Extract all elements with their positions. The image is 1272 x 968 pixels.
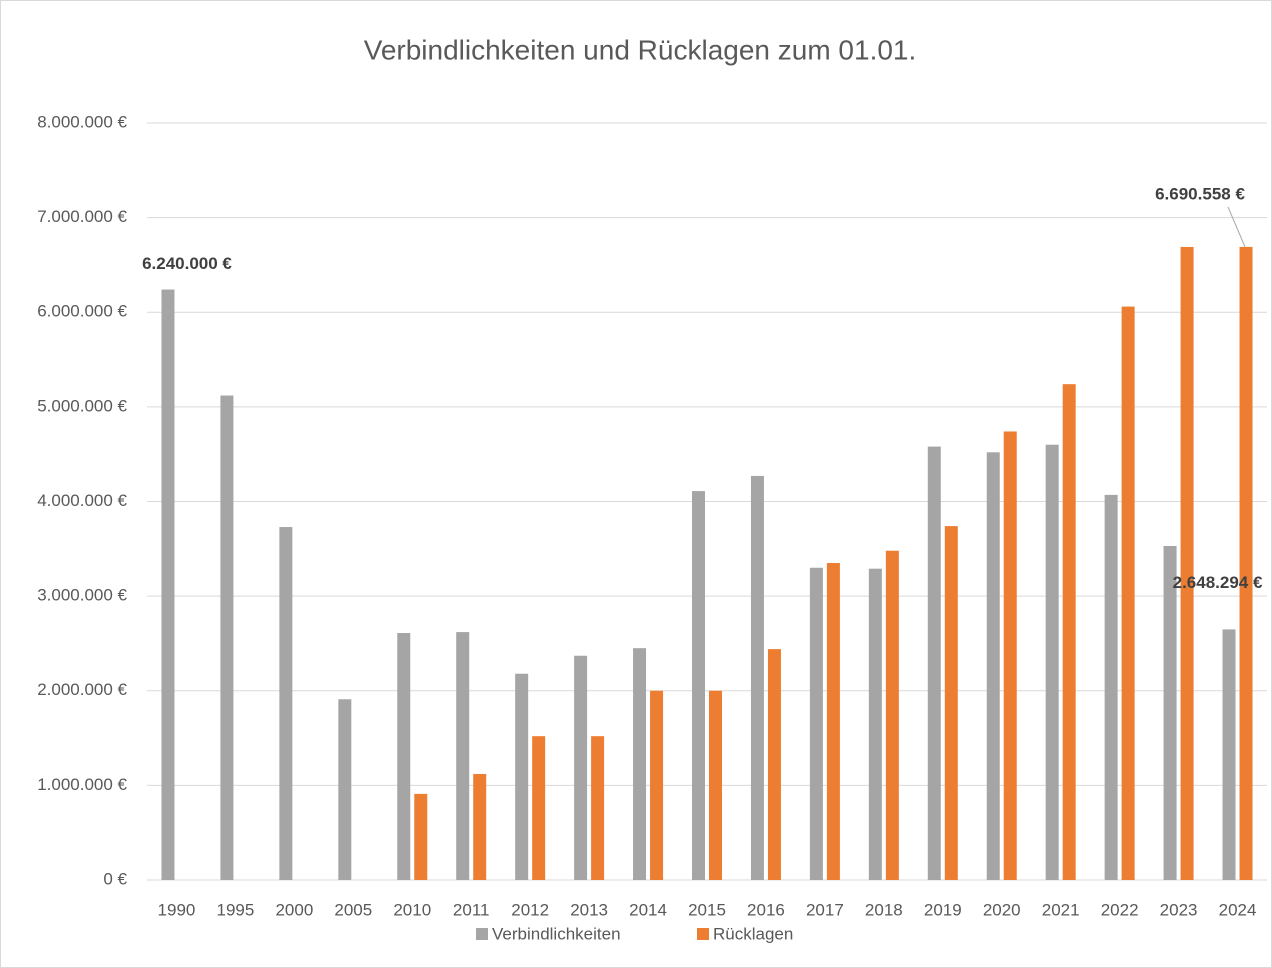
bar xyxy=(1062,384,1076,880)
bar xyxy=(574,655,588,880)
bar xyxy=(473,774,487,880)
bar xyxy=(338,699,352,880)
bar xyxy=(927,446,941,880)
x-tick-label: 2022 xyxy=(1101,900,1139,919)
bar xyxy=(1239,246,1253,880)
x-tick-label: 2010 xyxy=(393,900,431,919)
y-tick-label: 0 € xyxy=(103,869,127,888)
bar xyxy=(414,793,428,880)
x-tick-label: 1990 xyxy=(158,900,196,919)
x-tick-label: 2011 xyxy=(453,900,490,919)
y-tick-label: 6.000.000 € xyxy=(37,302,127,321)
legend-swatch xyxy=(476,928,488,940)
x-tick-label: 2024 xyxy=(1219,900,1257,919)
x-tick-label: 2021 xyxy=(1042,900,1080,919)
bar xyxy=(1180,246,1194,881)
bar xyxy=(709,690,722,880)
y-tick-label: 2.000.000 € xyxy=(37,680,127,699)
bar xyxy=(633,648,647,880)
y-tick-label: 8.000.000 € xyxy=(37,112,127,131)
x-tick-label: 2023 xyxy=(1160,900,1198,919)
data-label: 2.648.294 € xyxy=(1173,573,1263,592)
x-tick-label: 2016 xyxy=(747,900,785,919)
legend-swatch xyxy=(697,928,709,940)
bar xyxy=(692,491,705,880)
bar xyxy=(1121,306,1135,880)
bar xyxy=(1104,494,1118,880)
x-tick-label: 2013 xyxy=(570,900,608,919)
bar xyxy=(532,736,546,880)
y-tick-label: 5.000.000 € xyxy=(37,396,127,415)
bar xyxy=(986,452,1000,880)
x-tick-label: 2005 xyxy=(334,900,372,919)
bar xyxy=(591,736,605,880)
y-tick-label: 4.000.000 € xyxy=(37,491,127,510)
bar xyxy=(1163,545,1177,880)
legend-label: Rücklagen xyxy=(713,924,793,943)
bar xyxy=(515,673,529,880)
legend-label: Verbindlichkeiten xyxy=(492,924,621,943)
bar xyxy=(397,633,411,880)
bar xyxy=(826,563,840,880)
bar xyxy=(767,649,781,880)
x-tick-label: 2014 xyxy=(629,900,667,919)
bar xyxy=(750,475,764,880)
bar xyxy=(650,690,664,880)
bar xyxy=(1222,629,1236,880)
bar xyxy=(1045,444,1059,880)
data-label: 6.240.000 € xyxy=(142,254,232,273)
x-tick-label: 2019 xyxy=(924,900,962,919)
chart-title: Verbindlichkeiten und Rücklagen zum 01.0… xyxy=(364,34,917,65)
bar xyxy=(868,568,882,880)
bar xyxy=(161,289,175,880)
bar xyxy=(220,395,234,880)
y-tick-label: 1.000.000 € xyxy=(37,775,127,794)
bar xyxy=(279,527,293,880)
bar xyxy=(885,550,899,880)
bar xyxy=(809,567,823,880)
y-tick-label: 3.000.000 € xyxy=(37,586,127,605)
data-label: 6.690.558 € xyxy=(1155,184,1245,203)
y-tick-label: 7.000.000 € xyxy=(37,207,127,226)
x-tick-label: 2017 xyxy=(806,900,844,919)
x-tick-label: 2015 xyxy=(688,900,726,919)
x-tick-label: 2012 xyxy=(511,900,549,919)
bar xyxy=(1003,431,1017,880)
bar xyxy=(456,632,470,880)
x-tick-label: 2018 xyxy=(865,900,903,919)
x-tick-label: 1995 xyxy=(217,900,255,919)
x-tick-label: 2000 xyxy=(275,900,313,919)
x-tick-label: 2020 xyxy=(983,900,1021,919)
leader-line xyxy=(1227,206,1246,248)
bar xyxy=(944,526,958,880)
